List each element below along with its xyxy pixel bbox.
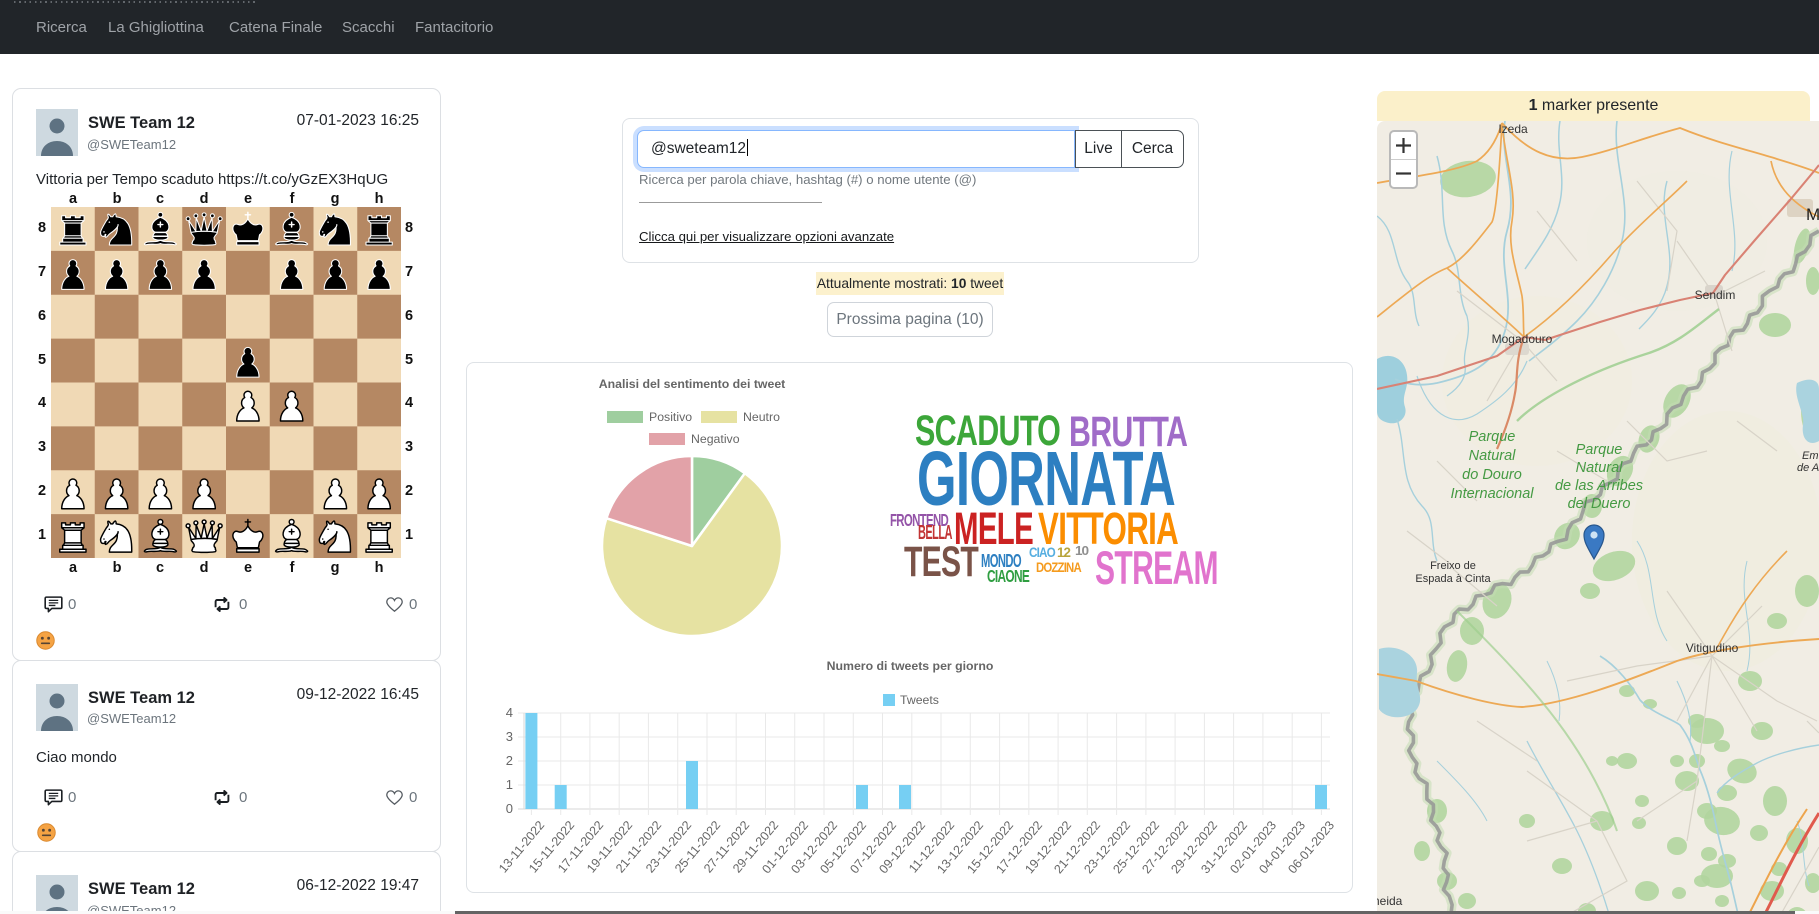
svg-text:del Duero: del Duero <box>1568 496 1631 512</box>
svg-text:meida: meida <box>1377 894 1403 908</box>
svg-text:Izeda: Izeda <box>1498 122 1528 136</box>
svg-text:do Douro: do Douro <box>1462 467 1522 483</box>
svg-text:de Al: de Al <box>1797 462 1819 474</box>
svg-text:Mogadouro: Mogadouro <box>1492 332 1553 346</box>
svg-text:Natural: Natural <box>1576 460 1624 476</box>
svg-text:Internacional: Internacional <box>1450 486 1534 502</box>
svg-text:Espada à Cinta: Espada à Cinta <box>1415 573 1491 585</box>
svg-text:Freixo de: Freixo de <box>1430 560 1476 572</box>
svg-text:Parque: Parque <box>1469 429 1516 445</box>
svg-text:Natural: Natural <box>1469 448 1517 464</box>
svg-text:Em: Em <box>1802 450 1819 462</box>
svg-text:Vitigudino: Vitigudino <box>1686 641 1739 655</box>
svg-text:Sendim: Sendim <box>1695 288 1736 302</box>
svg-text:de las Arribes: de las Arribes <box>1555 478 1643 494</box>
svg-text:Mi: Mi <box>1806 205 1819 224</box>
svg-text:Parque: Parque <box>1576 442 1623 458</box>
